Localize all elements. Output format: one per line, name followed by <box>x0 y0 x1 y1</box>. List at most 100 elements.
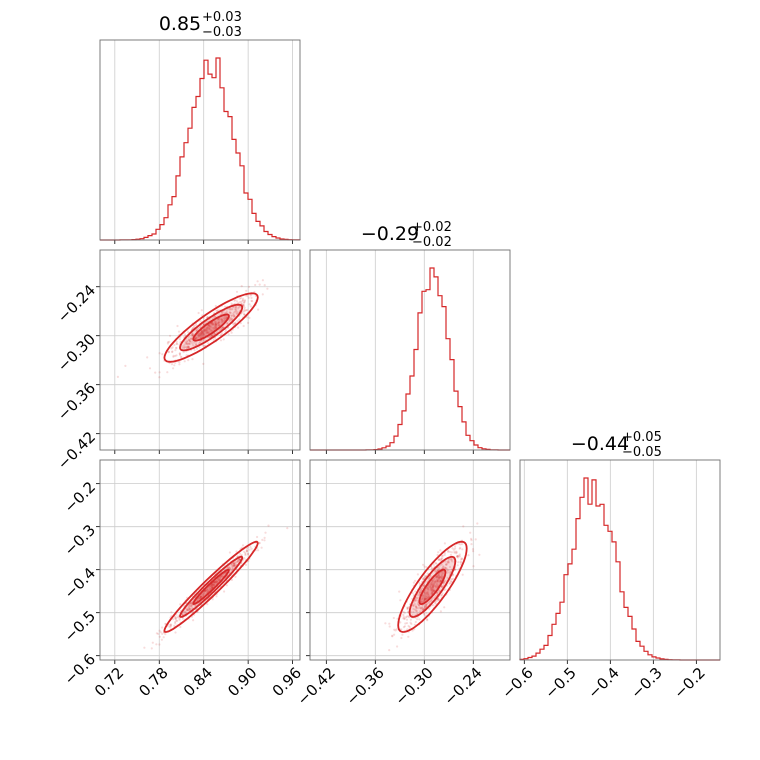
sample-point <box>171 350 174 353</box>
sample-point <box>448 571 451 574</box>
sample-point <box>417 607 420 610</box>
sample-point <box>198 346 201 349</box>
sample-point <box>247 321 250 324</box>
sample-point <box>432 589 435 592</box>
sample-point <box>423 605 427 609</box>
sample-point <box>236 560 239 563</box>
sample-point <box>437 580 440 583</box>
sample-point <box>210 322 213 325</box>
sample-point <box>231 563 234 566</box>
sample-point <box>184 610 187 613</box>
sample-point <box>448 550 451 553</box>
sample-point <box>196 336 199 339</box>
sample-point <box>424 594 427 598</box>
sample-point <box>425 603 428 606</box>
sample-point <box>430 582 434 586</box>
sample-point <box>243 550 246 553</box>
sample-point <box>215 581 218 584</box>
sample-point <box>207 342 210 345</box>
sample-point <box>186 339 189 343</box>
y-tick-label: −0.5 <box>61 607 99 645</box>
sample-point <box>217 579 220 582</box>
sample-point <box>422 595 425 598</box>
sample-point <box>431 585 435 588</box>
sample-point <box>146 356 149 359</box>
sample-point <box>258 283 261 286</box>
sample-point <box>425 597 428 601</box>
sample-point <box>450 580 453 583</box>
sample-point <box>211 585 214 588</box>
sample-point <box>193 349 196 352</box>
sample-point <box>150 647 153 650</box>
sample-point <box>478 553 481 556</box>
sample-point <box>174 617 177 620</box>
sample-point <box>433 582 436 585</box>
sample-point <box>235 308 238 311</box>
sample-point <box>445 563 448 566</box>
sample-point <box>424 592 428 595</box>
sample-point <box>205 331 209 334</box>
scatter-frame <box>99 249 301 451</box>
sample-point <box>235 561 238 564</box>
sample-point <box>212 323 215 326</box>
sample-point <box>393 633 396 636</box>
sample-point <box>187 338 190 341</box>
sample-point <box>210 334 213 338</box>
sample-point <box>447 569 450 572</box>
sample-point <box>226 567 230 570</box>
sample-point <box>411 629 414 632</box>
sample-point <box>257 308 260 311</box>
sample-point <box>191 342 194 345</box>
sample-point <box>187 342 190 345</box>
sample-point <box>182 350 185 354</box>
sample-point <box>240 562 243 565</box>
sample-point <box>439 579 442 582</box>
sample-point <box>447 560 450 563</box>
sample-point <box>158 635 161 638</box>
sample-point <box>267 524 270 527</box>
sample-point <box>202 333 205 336</box>
sample-point <box>159 631 162 634</box>
sample-point <box>404 616 407 619</box>
sample-point <box>228 551 231 554</box>
sample-point <box>213 320 216 323</box>
sample-point <box>227 333 230 336</box>
sample-point <box>452 573 455 576</box>
sample-point <box>415 605 418 609</box>
sample-point <box>427 588 430 591</box>
sample-point <box>174 616 177 619</box>
sample-point <box>183 346 186 349</box>
sample-point <box>215 580 218 583</box>
sample-point <box>189 341 192 344</box>
x-tick-label: 0.72 <box>91 664 127 700</box>
sample-point <box>433 601 436 605</box>
sample-point <box>199 596 203 599</box>
sample-point <box>223 311 227 314</box>
sample-point <box>231 567 235 570</box>
sample-point <box>458 553 461 556</box>
sample-point <box>426 597 429 600</box>
sample-point <box>439 580 442 583</box>
sample-point <box>214 580 217 584</box>
sample-point <box>245 549 248 552</box>
sample-point <box>158 629 161 632</box>
sample-point <box>424 593 427 596</box>
sample-point <box>204 327 207 331</box>
sample-point <box>422 577 425 581</box>
x-tick-label: −0.4 <box>584 664 622 702</box>
sample-point <box>402 615 405 618</box>
param-minus-1: −0.02 <box>412 235 452 250</box>
sample-point <box>217 321 220 324</box>
sample-point <box>451 547 454 550</box>
sample-point <box>176 619 179 623</box>
sample-point <box>421 598 424 601</box>
sample-point <box>188 608 191 612</box>
sample-point <box>188 338 191 342</box>
sample-point <box>235 312 238 315</box>
sample-point <box>173 364 176 367</box>
sample-point <box>421 606 424 610</box>
sample-point <box>189 337 193 340</box>
sample-point <box>206 329 209 332</box>
sample-point <box>462 525 465 528</box>
sample-point <box>169 624 173 627</box>
